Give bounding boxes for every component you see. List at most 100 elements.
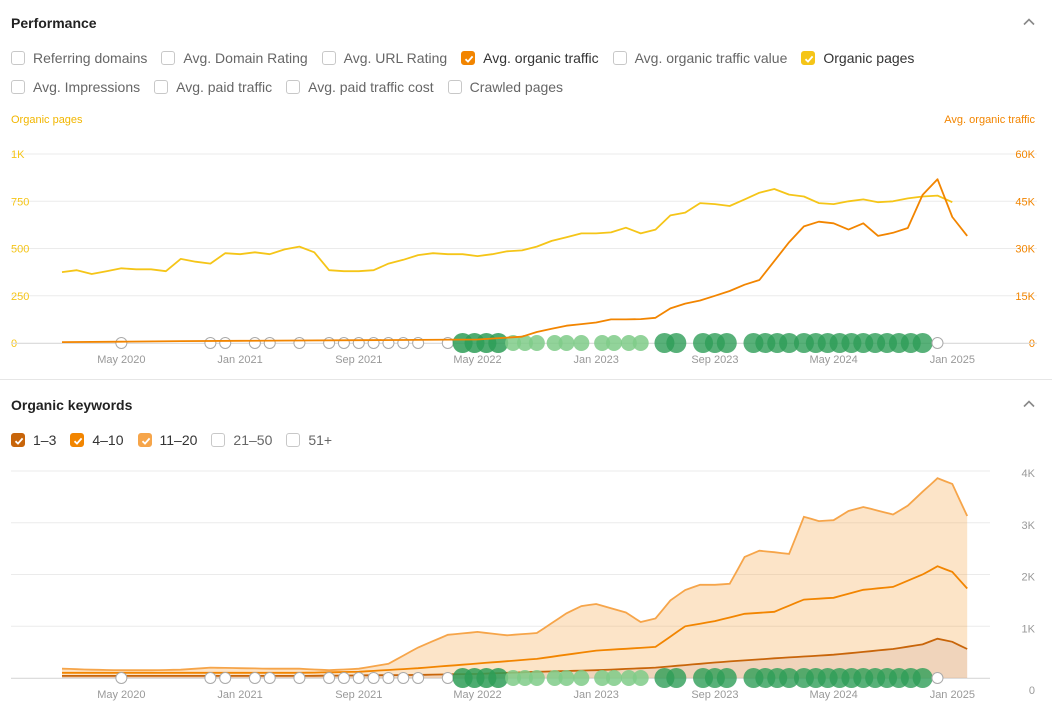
annotation-marker	[323, 337, 336, 349]
performance-panel: Performance Referring domains Avg. Domain…	[0, 15, 1052, 380]
checkmark-icon[interactable]	[801, 51, 816, 65]
annotation-marker	[620, 335, 637, 351]
checkbox-referring-domains[interactable]: Referring domains	[11, 50, 147, 66]
y-tick-label: 0	[1029, 685, 1035, 697]
annotation-marker	[397, 672, 410, 684]
organic-keywords-title: Organic keywords	[11, 397, 133, 413]
left-y-tick-label: 250	[11, 291, 29, 303]
collapse-chevron-up-icon[interactable]	[1022, 15, 1036, 29]
annotation-marker	[558, 670, 575, 686]
checkbox-51[interactable]: 51+	[286, 432, 332, 448]
y-tick-label: 3K	[1022, 520, 1036, 532]
x-tick-label: May 2020	[97, 689, 145, 701]
x-tick-label: May 2022	[453, 354, 501, 366]
checkbox-empty-icon[interactable]	[211, 433, 226, 447]
checkmark-icon[interactable]	[461, 51, 476, 65]
annotation-marker	[367, 672, 380, 684]
annotation-marker	[204, 337, 217, 349]
annotation-marker	[293, 672, 306, 684]
checkmark-icon[interactable]	[137, 433, 152, 447]
checkmark-icon[interactable]	[70, 433, 85, 447]
x-tick-label: May 2020	[97, 354, 145, 366]
series-line-11-20	[61, 477, 969, 672]
annotation-cluster	[716, 333, 737, 353]
annotation-marker	[382, 672, 395, 684]
series-area-11-20	[62, 478, 968, 673]
x-tick-label: Sep 2021	[335, 689, 382, 701]
checkmark-icon[interactable]	[11, 433, 25, 447]
left-y-tick-label: 750	[11, 196, 29, 208]
checkbox-empty-icon[interactable]	[11, 80, 25, 94]
checkbox-empty-icon[interactable]	[447, 80, 462, 94]
checkbox-21-50[interactable]: 21–50	[211, 432, 272, 448]
checkbox-empty-icon[interactable]	[154, 80, 169, 94]
series-area-4-10	[62, 566, 968, 676]
checkbox-1-3[interactable]: 1–3	[11, 432, 56, 448]
left-y-tick-label: 1K	[11, 149, 25, 161]
annotation-marker	[594, 670, 611, 686]
annotation-marker	[352, 672, 365, 684]
annotation-marker	[931, 337, 944, 349]
checkbox-empty-icon[interactable]	[321, 51, 336, 65]
annotation-marker	[931, 672, 944, 684]
annotation-marker	[528, 670, 545, 686]
y-tick-label: 2K	[1022, 572, 1036, 584]
y-tick-label: 1K	[1022, 623, 1036, 635]
checkbox-avg-organic-traffic[interactable]: Avg. organic traffic	[461, 50, 599, 66]
checkbox-label: 11–20	[159, 432, 198, 448]
checkbox-organic-pages[interactable]: Organic pages	[801, 50, 914, 66]
annotation-marker	[505, 335, 522, 351]
annotation-marker	[293, 337, 306, 349]
checkbox-label: Avg. Domain Rating	[183, 50, 308, 66]
checkbox-4-10[interactable]: 4–10	[70, 432, 124, 448]
checkbox-label: Referring domains	[33, 50, 148, 66]
x-tick-label: Jan 2023	[574, 354, 619, 366]
performance-metric-toggles-row2: Avg. Impressions Avg. paid traffic Avg. pa…	[11, 77, 577, 97]
checkbox-label: Avg. paid traffic	[176, 79, 273, 95]
annotation-marker	[337, 337, 350, 349]
annotation-marker	[248, 672, 261, 684]
checkbox-avg-url-rating[interactable]: Avg. URL Rating	[321, 50, 447, 66]
checkbox-empty-icon[interactable]	[286, 433, 301, 447]
annotation-marker	[219, 672, 232, 684]
performance-title: Performance	[11, 15, 97, 31]
checkbox-crawled-pages[interactable]: Crawled pages	[447, 79, 564, 95]
annotation-marker	[115, 672, 128, 684]
x-tick-label: Sep 2023	[691, 689, 738, 701]
annotation-marker	[337, 672, 350, 684]
x-tick-label: May 2024	[809, 354, 857, 366]
annotation-marker	[606, 670, 622, 686]
checkbox-avg-domain-rating[interactable]: Avg. Domain Rating	[161, 50, 308, 66]
checkbox-empty-icon[interactable]	[612, 51, 627, 65]
left-axis-title: Organic pages	[11, 114, 83, 126]
checkbox-empty-icon[interactable]	[286, 80, 301, 94]
x-tick-label: Jan 2025	[930, 689, 975, 701]
collapse-chevron-up-icon[interactable]	[1022, 397, 1036, 411]
annotation-marker	[248, 337, 261, 349]
y-tick-label: 4K	[1022, 468, 1036, 480]
checkbox-avg-impressions[interactable]: Avg. Impressions	[11, 79, 140, 95]
checkbox-label: 4–10	[92, 432, 124, 448]
x-tick-label: Jan 2021	[217, 689, 262, 701]
annotation-cluster	[488, 668, 509, 688]
keyword-position-toggles: 1–3 4–10 11–20 21–50 51+	[11, 430, 346, 450]
x-tick-label: Jan 2025	[930, 354, 975, 366]
left-y-tick-label: 500	[11, 244, 29, 256]
checkbox-label: 51+	[308, 432, 333, 448]
checkbox-empty-icon[interactable]	[161, 51, 176, 65]
checkbox-avg-organic-traffic-value[interactable]: Avg. organic traffic value	[612, 50, 787, 66]
checkbox-avg-paid-traffic[interactable]: Avg. paid traffic	[154, 79, 272, 95]
annotation-marker	[546, 670, 563, 686]
checkbox-11-20[interactable]: 11–20	[137, 432, 198, 448]
checkbox-avg-paid-traffic-cost[interactable]: Avg. paid traffic cost	[286, 79, 434, 95]
checkbox-empty-icon[interactable]	[11, 51, 25, 65]
checkbox-label: Crawled pages	[469, 79, 564, 95]
annotation-marker	[606, 335, 622, 351]
performance-metric-toggles-row1: Referring domains Avg. Domain Rating Avg. …	[11, 48, 928, 68]
right-y-tick-label: 60K	[1015, 149, 1035, 161]
annotation-marker	[263, 672, 276, 684]
right-y-tick-label: 30K	[1015, 244, 1035, 256]
annotation-marker	[219, 337, 232, 349]
x-tick-label: May 2022	[453, 689, 501, 701]
